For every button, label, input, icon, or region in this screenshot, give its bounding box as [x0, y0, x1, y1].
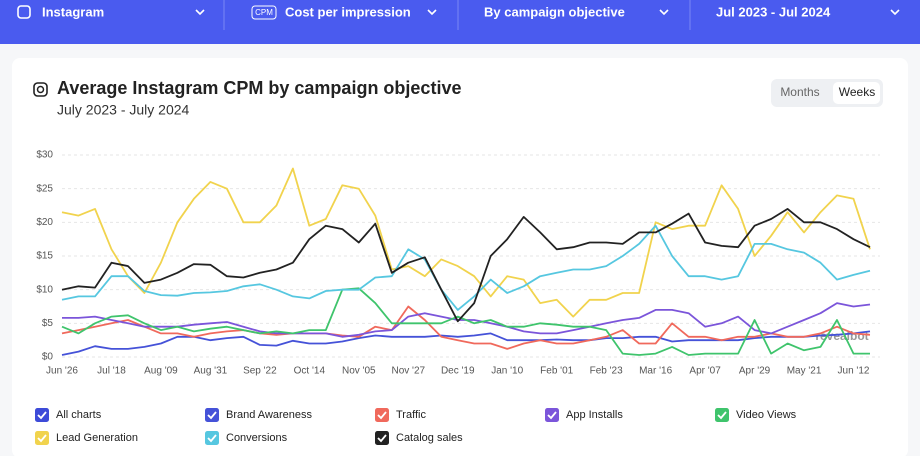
y-tick-label: $15 [36, 251, 53, 262]
legend-label[interactable]: Brand Awareness [226, 409, 313, 421]
check-mark [37, 434, 47, 443]
series-line [61, 330, 871, 356]
x-tick-label: May '21 [787, 366, 822, 377]
legend-label[interactable]: App Installs [566, 409, 623, 421]
y-tick-label: $30 [36, 150, 53, 161]
instagram-icon [33, 82, 48, 97]
badge [251, 5, 277, 20]
x-tick-label: Feb '01 [540, 366, 573, 377]
series-line [61, 167, 871, 318]
x-tick-label: Sep '22 [243, 366, 277, 377]
legend-checkbox[interactable] [545, 408, 559, 422]
series-line [61, 287, 870, 356]
legend-checkbox[interactable] [205, 431, 219, 445]
x-tick-label: Aug '31 [194, 366, 228, 377]
toggle-option[interactable]: Weeks [839, 85, 875, 99]
filter-dropdown[interactable]: By campaign objective [484, 4, 625, 19]
x-tick-label: Apr '07 [689, 366, 721, 377]
chevron [195, 9, 205, 16]
y-tick-label: $10 [36, 284, 53, 295]
x-tick-label: Dec '19 [441, 366, 475, 377]
x-tick-label: Apr '29 [739, 366, 771, 377]
legend-label[interactable]: Catalog sales [396, 432, 463, 444]
y-tick-label: $25 [36, 183, 53, 194]
x-tick-label: Nov '05 [342, 366, 376, 377]
chevron [890, 9, 900, 16]
legend-label[interactable]: Conversions [226, 432, 288, 444]
toggle-active[interactable] [833, 82, 880, 104]
top-bar [0, 0, 920, 44]
check-mark [377, 411, 387, 420]
legend-checkbox[interactable] [375, 431, 389, 445]
y-tick-label: $0 [42, 352, 54, 363]
legend-label[interactable]: Video Views [736, 409, 797, 421]
filter-dropdown[interactable]: Cost per impression [285, 4, 411, 19]
x-tick-label: Oct '14 [294, 366, 326, 377]
legend-checkbox[interactable] [375, 408, 389, 422]
chevron [659, 9, 669, 16]
x-tick-label: Mar '16 [639, 366, 672, 377]
legend-checkbox[interactable] [205, 408, 219, 422]
check-mark [377, 434, 387, 443]
chevron [427, 9, 437, 16]
x-tick-label: Jun '26 [46, 366, 78, 377]
series-line [61, 305, 871, 350]
legend-label[interactable]: Lead Generation [56, 432, 138, 444]
chart-subtitle: July 2023 - July 2024 [57, 102, 190, 118]
series-line [61, 208, 871, 323]
check-mark [717, 411, 727, 420]
check-mark [547, 411, 557, 420]
instagram-icon [36, 85, 45, 94]
badge-text: CPM [255, 8, 273, 17]
filter-dropdown[interactable]: Jul 2023 - Jul 2024 [716, 4, 831, 19]
y-tick-label: $5 [42, 318, 54, 329]
legend-checkbox[interactable] [35, 431, 49, 445]
x-tick-label: Jun '12 [838, 366, 870, 377]
series-line [61, 224, 871, 311]
x-tick-label: Jan '10 [491, 366, 523, 377]
legend-all[interactable]: All charts [56, 409, 102, 421]
instagram-icon [17, 5, 31, 19]
legend-checkbox[interactable] [35, 408, 49, 422]
check-mark [207, 434, 217, 443]
check-mark [207, 411, 217, 420]
legend-label[interactable]: Traffic [396, 409, 426, 421]
x-tick-label: Jul '18 [97, 366, 126, 377]
filter-dropdown[interactable]: Instagram [42, 4, 104, 19]
x-tick-label: Nov '27 [391, 366, 425, 377]
x-tick-label: Feb '23 [590, 366, 623, 377]
x-tick-label: Aug '09 [144, 366, 178, 377]
toggle-option[interactable]: Months [780, 85, 819, 99]
check-mark [37, 411, 47, 420]
chart-title: Average Instagram CPM by campaign object… [57, 78, 461, 98]
legend-checkbox[interactable] [715, 408, 729, 422]
y-tick-label: $20 [36, 217, 53, 228]
